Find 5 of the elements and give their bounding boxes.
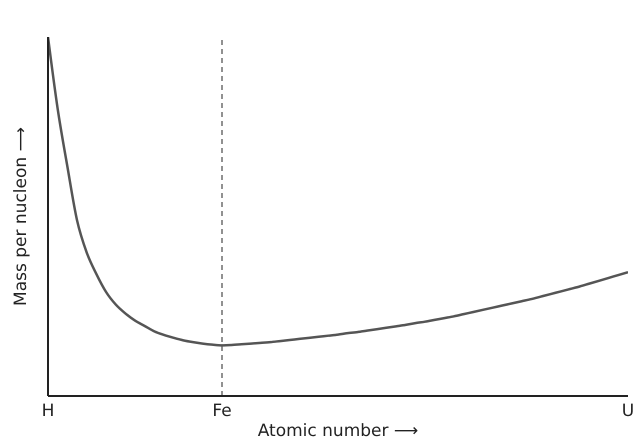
x-axis-title: Atomic number ⟶ <box>258 421 418 441</box>
x-tick-label: U <box>622 401 634 422</box>
y-axis-title: Mass per nucleon ⟶ <box>11 127 32 306</box>
x-tick-label: H <box>42 401 54 422</box>
x-tick-label: Fe <box>212 401 232 422</box>
